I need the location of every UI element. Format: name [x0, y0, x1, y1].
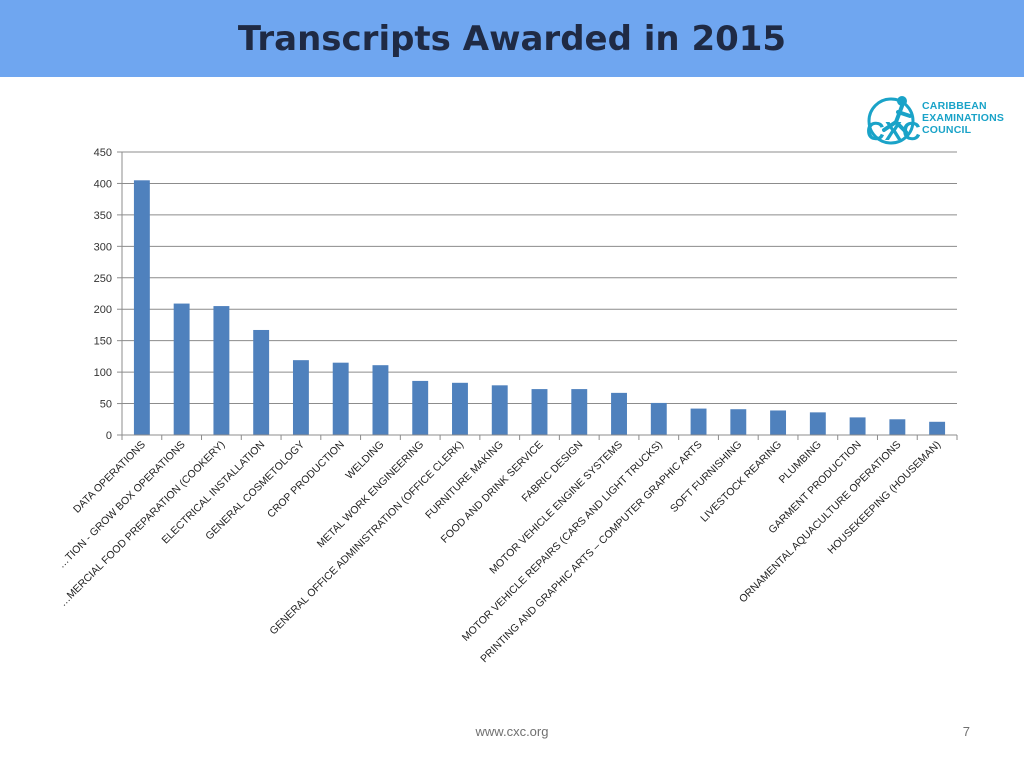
- bar: [571, 389, 588, 435]
- footer-url: www.cxc.org: [475, 724, 549, 739]
- bar: [133, 180, 150, 435]
- y-tick-label: 350: [94, 210, 112, 222]
- x-axis-category-labels: DATA OPERATIONS…TION - GROW BOX OPERATIO…: [56, 439, 944, 665]
- bar: [730, 409, 747, 435]
- x-category-label: FURNITURE MAKING: [423, 439, 506, 522]
- x-category-label: CROP PRODUCTION: [265, 439, 347, 521]
- x-category-label: GENERAL OFFICE ADMINISTRATION (OFFICE CL…: [267, 439, 466, 638]
- y-tick-label: 50: [100, 399, 112, 411]
- bar: [770, 410, 787, 435]
- bar: [372, 365, 389, 435]
- y-tick-label: 100: [94, 367, 112, 379]
- y-tick-label: 200: [94, 304, 112, 316]
- bar: [491, 385, 508, 435]
- cxc-logo: CXC CARIBBEAN EXAMINATIONS COUNCIL: [862, 92, 1004, 150]
- bar: [292, 360, 309, 435]
- y-tick-label: 150: [94, 336, 112, 348]
- bars: [133, 180, 946, 435]
- bar: [213, 306, 230, 435]
- bar: [253, 329, 270, 435]
- bar: [929, 421, 946, 435]
- bar: [611, 392, 627, 435]
- bar: [809, 412, 826, 435]
- y-axis-tick-labels: 0 50 100 150 200 250 300 350 400 450: [94, 147, 112, 442]
- cxc-logo-icon: CXC: [866, 96, 921, 146]
- logo-line-2: EXAMINATIONS: [922, 112, 1005, 124]
- y-tick-label: 300: [94, 241, 112, 253]
- x-category-label: …MERCIAL FOOD PREPARATION (COOKERY): [57, 439, 227, 609]
- x-category-label: SOFT FURNISHING: [668, 439, 744, 515]
- x-category-label: DATA OPERATIONS: [71, 439, 148, 516]
- x-category-label: LIVESTOCK REARING: [698, 439, 784, 525]
- bar: [889, 419, 906, 435]
- bar: [650, 402, 667, 435]
- y-tick-label: 0: [106, 430, 112, 442]
- bar: [849, 417, 866, 435]
- title-bar: Transcripts Awarded in 2015: [0, 0, 1024, 77]
- slide-title: Transcripts Awarded in 2015: [237, 18, 787, 59]
- logo-line-3: COUNCIL: [922, 124, 972, 136]
- y-tick-label: 250: [94, 273, 112, 285]
- logo-wordmark: CARIBBEAN EXAMINATIONS COUNCIL: [922, 100, 1004, 136]
- y-tick-label: 400: [94, 178, 112, 190]
- bar-chart: 0 50 100 150 200 250 300 350 400 450 DATA OPERATI…: [56, 147, 958, 665]
- bar: [531, 389, 548, 435]
- bar: [452, 382, 468, 435]
- axes: [121, 152, 958, 440]
- bar: [173, 303, 190, 435]
- page-number: 7: [962, 724, 970, 739]
- logo-initials: CXC: [866, 116, 920, 146]
- bar: [690, 408, 707, 435]
- bar: [412, 380, 429, 435]
- logo-line-1: CARIBBEAN: [922, 100, 987, 112]
- y-tick-label: 450: [94, 147, 112, 159]
- bar: [332, 362, 349, 435]
